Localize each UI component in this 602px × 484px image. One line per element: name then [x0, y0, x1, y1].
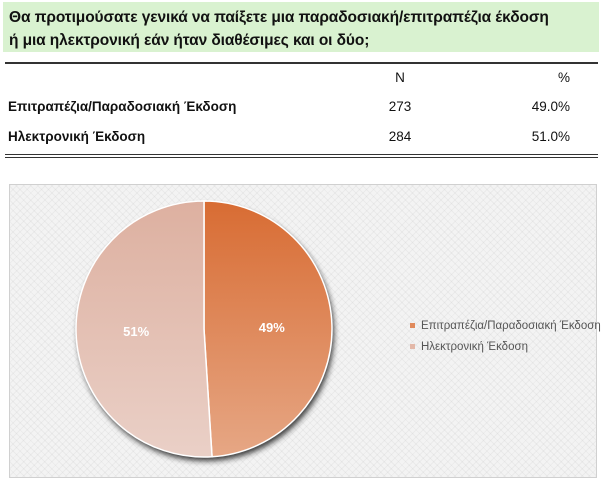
row-pct-traditional: 49.0% [531, 99, 570, 114]
header-percent: % [557, 70, 570, 85]
row-n-traditional: 273 [388, 99, 412, 114]
pie-slice-electronic [75, 200, 213, 458]
header-n: N [395, 70, 405, 85]
legend-label-electronic: Ηλεκτρονική Έκδοση [421, 340, 528, 353]
row-n-electronic: 284 [388, 129, 412, 144]
row-label-electronic: Ηλεκτρονική Έκδοση [8, 129, 146, 144]
question-line-2: ή μια ηλεκτρονική εάν ήταν διαθέσιμες κα… [9, 32, 370, 49]
legend-item-traditional: Επιτραπέζια/Παραδοσιακή Έκδοση [410, 315, 601, 336]
row-pct-electronic: 51.0% [531, 129, 570, 144]
legend-swatch-traditional [410, 323, 415, 328]
legend-item-electronic: Ηλεκτρονική Έκδοση [410, 336, 601, 357]
table-top-rule [5, 62, 598, 64]
table-bottom-rule [5, 154, 598, 158]
chart-legend: Επιτραπέζια/Παραδοσιακή Έκδοση Ηλεκτρονι… [410, 315, 601, 357]
legend-label-traditional: Επιτραπέζια/Παραδοσιακή Έκδοση [421, 319, 601, 332]
pie-chart: 49% 51% [75, 200, 334, 461]
pie-slice-traditional [203, 200, 333, 458]
row-label-traditional: Επιτραπέζια/Παραδοσιακή Έκδοση [8, 99, 237, 114]
question-line-1: Θα προτιμούσατε γενικά να παίξετε μια πα… [9, 9, 549, 26]
pie-chart-area: 49% 51% Επιτραπέζια/Παραδοσιακή Έκδοση Ηλ… [9, 184, 601, 478]
pie-label-traditional: 49% [259, 320, 285, 335]
legend-swatch-electronic [410, 344, 415, 349]
pie-label-electronic: 51% [123, 324, 149, 339]
question-title: Θα προτιμούσατε γενικά να παίξετε μια πα… [3, 2, 599, 52]
